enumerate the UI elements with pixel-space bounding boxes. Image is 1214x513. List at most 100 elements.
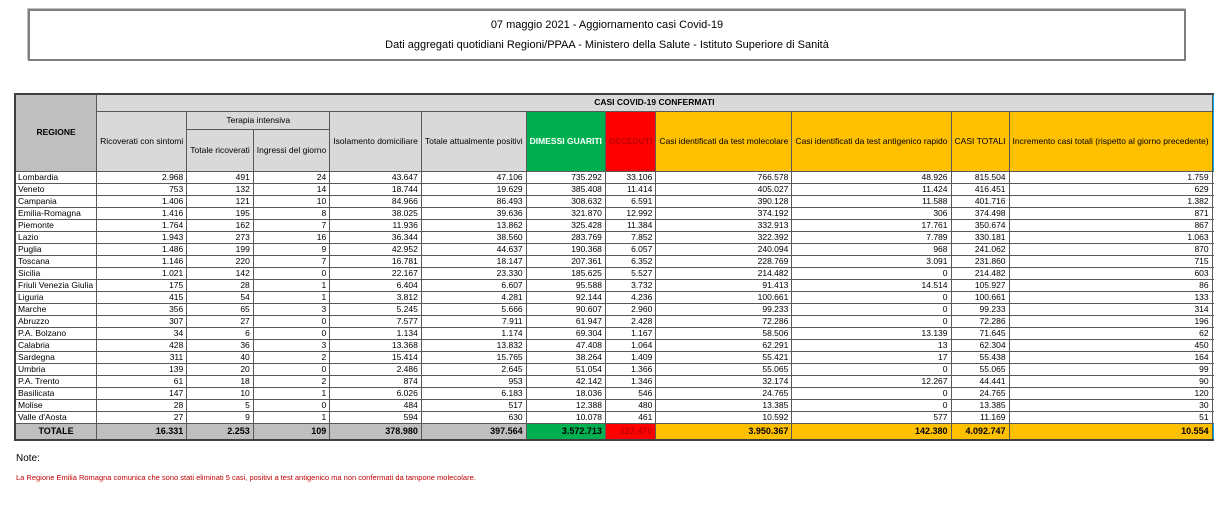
data-cell: 1.409 xyxy=(604,350,657,364)
data-cell: 133 xyxy=(1008,290,1213,304)
col-header-incremento-casi: Incremento casi totali (rispetto al gior… xyxy=(1008,110,1213,172)
band-casi-confermati: CASI COVID-19 CONFERMATI xyxy=(96,93,1213,112)
table-row: Campania 1.406 121 10 84.966 86.493 308.632 6.5… xyxy=(14,194,1214,208)
data-cell: 11.414 xyxy=(604,182,657,196)
data-cell: 14.514 xyxy=(791,278,952,292)
totale-cell: 109 xyxy=(252,422,331,441)
data-cell: 62.291 xyxy=(655,338,793,352)
data-cell: 99 xyxy=(1008,362,1213,376)
data-cell: 18.147 xyxy=(420,254,527,268)
region-name: Marche xyxy=(14,302,98,316)
data-cell: 6.404 xyxy=(329,278,422,292)
table-row: Sardegna 311 40 2 15.414 15.765 38.264 1.409 55.… xyxy=(14,350,1214,364)
data-cell: 11.936 xyxy=(329,218,422,232)
data-cell: 99.233 xyxy=(655,302,793,316)
data-cell: 3 xyxy=(252,338,331,352)
table-row: P.A. Bolzano 34 6 0 1.134 1.174 69.304 1.167 58.… xyxy=(14,326,1214,340)
data-cell: 39.636 xyxy=(420,206,527,220)
data-cell: 38.560 xyxy=(420,230,527,244)
data-cell: 3.091 xyxy=(791,254,952,268)
data-cell: 322.392 xyxy=(655,230,793,244)
region-name: Basilicata xyxy=(14,386,98,400)
data-cell: 11.169 xyxy=(950,410,1010,424)
data-cell: 390.128 xyxy=(655,194,793,208)
data-cell: 307 xyxy=(96,314,188,328)
col-header-casi-test-molecolare: Casi identificati da test molecolare xyxy=(655,110,793,172)
data-cell: 374.498 xyxy=(950,206,1010,220)
data-cell: 735.292 xyxy=(525,170,606,184)
data-cell: 15.414 xyxy=(329,350,422,364)
region-name: Campania xyxy=(14,194,98,208)
data-cell: 42.142 xyxy=(525,374,606,388)
data-cell: 871 xyxy=(1008,206,1213,220)
data-cell: 867 xyxy=(1008,218,1213,232)
data-cell: 44.637 xyxy=(420,242,527,256)
data-cell: 12.388 xyxy=(525,398,606,412)
data-cell: 766.578 xyxy=(655,170,793,184)
region-name: Emilia-Romagna xyxy=(14,206,98,220)
data-cell: 44.441 xyxy=(950,374,1010,388)
data-cell: 7.789 xyxy=(791,230,952,244)
data-cell: 321.870 xyxy=(525,206,606,220)
data-cell: 308.632 xyxy=(525,194,606,208)
data-cell: 16 xyxy=(252,230,331,244)
region-name: Liguria xyxy=(14,290,98,304)
data-cell: 33.106 xyxy=(604,170,657,184)
data-cell: 36 xyxy=(186,338,254,352)
region-name: Puglia xyxy=(14,242,98,256)
data-cell: 61.947 xyxy=(525,314,606,328)
data-cell: 2.645 xyxy=(420,362,527,376)
data-cell: 1.406 xyxy=(96,194,188,208)
table-row: Piemonte 1.764 162 7 11.936 13.862 325.428 11.3… xyxy=(14,218,1214,232)
data-cell: 4.281 xyxy=(420,290,527,304)
data-cell: 214.482 xyxy=(655,266,793,280)
data-cell: 90 xyxy=(1008,374,1213,388)
data-cell: 18 xyxy=(186,374,254,388)
totale-label: TOTALE xyxy=(14,422,98,441)
data-cell: 13.385 xyxy=(655,398,793,412)
table-row: Veneto 753 132 14 18.744 19.629 385.408 11.414 4… xyxy=(14,182,1214,196)
data-cell: 416.451 xyxy=(950,182,1010,196)
region-name: Sicilia xyxy=(14,266,98,280)
data-cell: 121 xyxy=(186,194,254,208)
data-cell: 1.021 xyxy=(96,266,188,280)
table-row: Calabria 428 36 3 13.368 13.832 47.408 1.064 62.… xyxy=(14,338,1214,352)
region-name: Abruzzo xyxy=(14,314,98,328)
data-cell: 24 xyxy=(252,170,331,184)
data-cell: 603 xyxy=(1008,266,1213,280)
data-cell: 42.952 xyxy=(329,242,422,256)
data-cell: 220 xyxy=(186,254,254,268)
data-cell: 105.927 xyxy=(950,278,1010,292)
totale-cell: 26.343.704 xyxy=(1211,422,1214,441)
data-cell: 405.027 xyxy=(655,182,793,196)
data-cell: 401.716 xyxy=(950,194,1010,208)
data-cell: 330.181 xyxy=(950,230,1010,244)
data-cell: 283.769 xyxy=(525,230,606,244)
table-body: Lombardia 2.968 491 24 43.647 47.106 735.292 33… xyxy=(14,170,1214,441)
data-cell: 231.860 xyxy=(950,254,1010,268)
data-cell: 1.146 xyxy=(96,254,188,268)
table-row: Marche 356 65 3 5.245 5.666 90.607 2.960 99.233 0… xyxy=(14,302,1214,316)
table-row: P.A. Trento 61 18 2 874 953 42.142 1.346 32.174 1… xyxy=(14,374,1214,388)
data-cell: 13.139 xyxy=(791,326,952,340)
table-row: Emilia-Romagna 1.416 195 8 38.025 39.636 321.8… xyxy=(14,206,1214,220)
data-cell: 1 xyxy=(252,290,331,304)
data-cell: 16.781 xyxy=(329,254,422,268)
notes-label: Note: xyxy=(16,453,40,464)
col-header-terapia-intensiva: Terapia intensiva xyxy=(186,110,331,130)
data-cell: 2 xyxy=(252,350,331,364)
data-cell: 11.424 xyxy=(791,182,952,196)
totale-cell: 142.380 xyxy=(791,422,952,441)
col-header-casi-totali: CASI TOTALI xyxy=(950,110,1010,172)
data-cell: 491 xyxy=(186,170,254,184)
data-cell: 1.167 xyxy=(604,326,657,340)
data-cell: 207.361 xyxy=(525,254,606,268)
table-row: Lombardia 2.968 491 24 43.647 47.106 735.292 33… xyxy=(14,170,1214,184)
data-cell: 6.591 xyxy=(604,194,657,208)
data-cell: 2.428 xyxy=(604,314,657,328)
data-cell: 5 xyxy=(186,398,254,412)
col-header-dimessi-guariti: DIMESSI GUARITI xyxy=(525,110,606,172)
data-cell: 6.183 xyxy=(420,386,527,400)
data-cell: 6.352 xyxy=(604,254,657,268)
data-cell: 62.304 xyxy=(950,338,1010,352)
